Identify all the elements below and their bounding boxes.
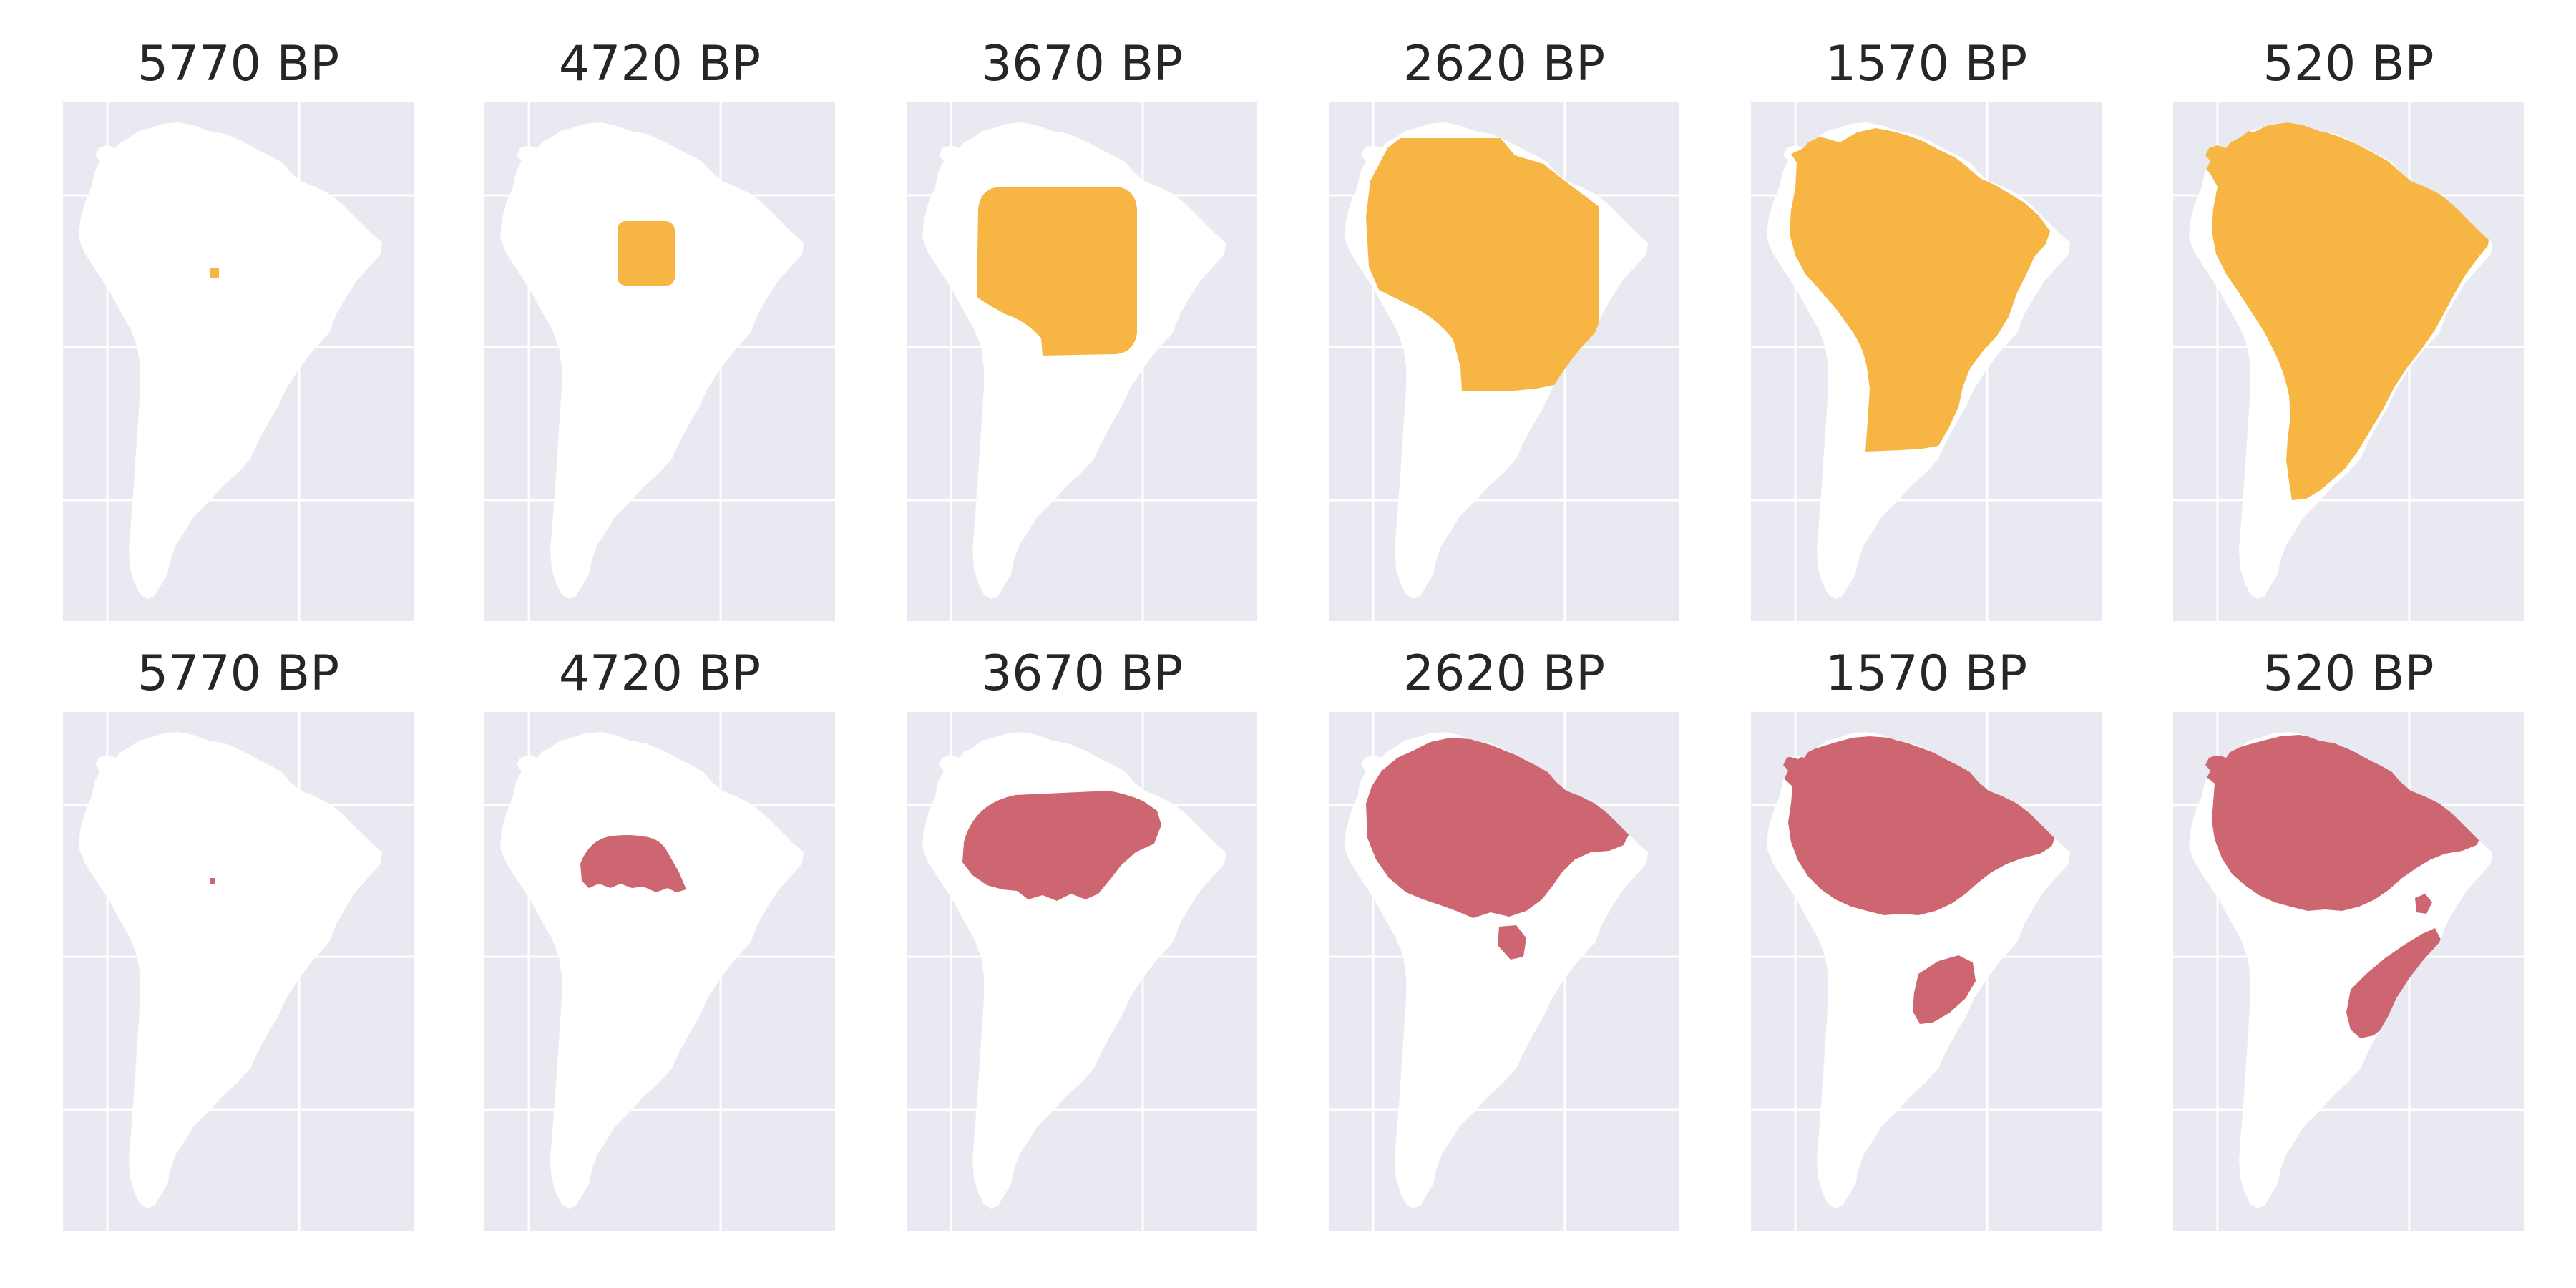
occupied-area: [1498, 925, 1526, 960]
map-panel: 1570 BP: [1751, 645, 2102, 1231]
panel-title: 5770 BP: [137, 36, 339, 92]
panel-title: 520 BP: [2263, 36, 2434, 92]
occupied-area: [210, 878, 215, 884]
panel-title: 3670 BP: [981, 645, 1183, 702]
map-panel: 1570 BP: [1751, 36, 2102, 621]
map-panel: 2620 BP: [1329, 645, 1679, 1231]
occupied-area: [618, 221, 675, 286]
panel-title: 2620 BP: [1403, 645, 1605, 702]
panel-title: 3670 BP: [981, 36, 1183, 92]
panel-title: 1570 BP: [1825, 36, 2027, 92]
panel-title: 4720 BP: [559, 36, 761, 92]
panel-title: 2620 BP: [1403, 36, 1605, 92]
occupied-area: [1366, 138, 1599, 391]
map-panel: 5770 BP: [63, 36, 414, 621]
map-panel: 520 BP: [2173, 36, 2524, 621]
map-panel: 2620 BP: [1329, 36, 1679, 621]
top-row: 5770 BP 4720 BP 3670 BP 2620 BP 1570 BP 520 B…: [63, 36, 2524, 621]
occupied-area: [210, 268, 219, 278]
map-panel: 4720 BP: [484, 36, 835, 621]
map-panel: 4720 BP: [484, 645, 835, 1231]
map-panel: 520 BP: [2173, 645, 2524, 1231]
occupied-area: [2346, 928, 2441, 1038]
occupied-area: [977, 187, 1137, 356]
occupied-area: [580, 835, 686, 892]
occupied-area: [1913, 955, 1976, 1024]
map-panel: 3670 BP: [907, 36, 1257, 621]
panel-title: 4720 BP: [559, 645, 761, 702]
occupied-area: [1790, 128, 2050, 452]
occupied-area: [962, 791, 1161, 901]
panel-title: 5770 BP: [137, 645, 339, 702]
occupied-area: [2195, 122, 2489, 500]
map-panel: 3670 BP: [907, 645, 1257, 1231]
map-panel: 5770 BP: [63, 645, 414, 1231]
panel-title: 1570 BP: [1825, 645, 2027, 702]
panel-title: 520 BP: [2263, 645, 2434, 702]
occupied-area: [2415, 894, 2432, 914]
bottom-row: 5770 BP 4720 BP 3670 BP 2620 BP 1570 BP 520 B…: [63, 645, 2524, 1231]
